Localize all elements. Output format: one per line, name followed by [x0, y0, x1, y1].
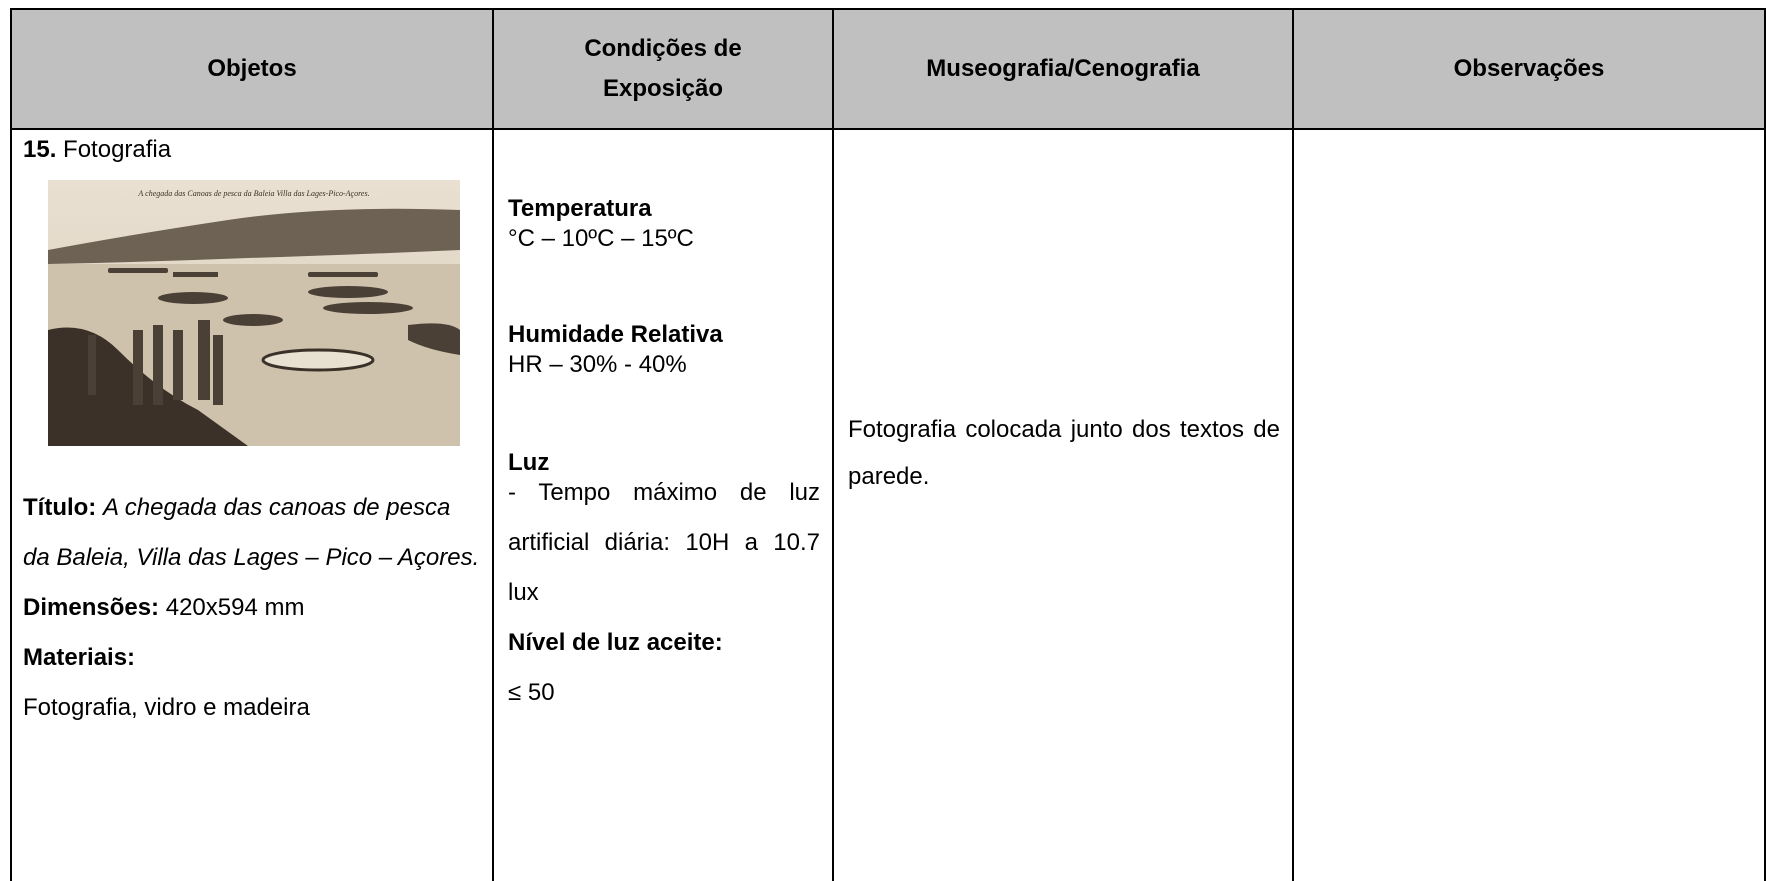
table-border — [832, 8, 834, 881]
object-type: Fotografia — [63, 136, 172, 163]
table-border — [10, 8, 12, 881]
table-border — [1764, 8, 1766, 881]
header-cell: Condições de Exposição — [494, 9, 832, 128]
header-text: Condições de Exposição — [584, 34, 742, 102]
table-border — [1292, 8, 1294, 881]
table-border — [10, 128, 1766, 130]
object-details: Título: A chegada das canoas de pesca da… — [23, 483, 483, 733]
header-cell: Objetos — [12, 9, 492, 128]
conditions: Temperatura °C – 10ºC – 15ºC Humidade Re… — [508, 194, 820, 718]
photo: A chegada das Canoas de pesca da Baleia … — [48, 180, 460, 446]
object-heading: 15. Fotografia — [23, 136, 171, 164]
header-cell: Observações — [1294, 9, 1764, 128]
label: Luz — [508, 449, 550, 476]
photo-caption: A chegada das Canoas de pesca da Baleia … — [137, 189, 369, 198]
label: Nível de luz aceite: — [508, 629, 723, 656]
table-border — [492, 8, 494, 881]
museography-text: Fotografia colocada junto dos textos de … — [848, 416, 1280, 490]
value: - Tempo máximo de luz artificial diária:… — [508, 479, 820, 606]
label: Temperatura — [508, 195, 652, 222]
label: Título: — [23, 494, 97, 521]
value: HR – 30% - 40% — [508, 351, 687, 378]
label: Dimensões: — [23, 594, 160, 621]
header-cell: Museografia/Cenografia — [834, 9, 1292, 128]
value: ≤ 50 — [508, 679, 555, 706]
object-title: Título: A chegada das canoas de pesca da… — [23, 483, 483, 583]
value: Fotografia, vidro e madeira — [23, 694, 310, 721]
header-text: Observações — [1453, 54, 1605, 82]
object-dimensions: Dimensões: 420x594 mm — [23, 583, 483, 633]
object-number: 15. — [23, 136, 57, 163]
header-background — [10, 8, 1766, 129]
header-text: Objetos — [207, 54, 297, 82]
value: °C – 10ºC – 15ºC — [508, 225, 694, 252]
header-text: Museografia/Cenografia — [926, 54, 1200, 82]
value: 420x594 mm — [165, 594, 305, 621]
value: A chegada das canoas de pesca da Baleia,… — [23, 494, 480, 571]
label: Materiais: — [23, 644, 136, 671]
label: Humidade Relativa — [508, 321, 723, 348]
table-border — [10, 8, 1766, 10]
